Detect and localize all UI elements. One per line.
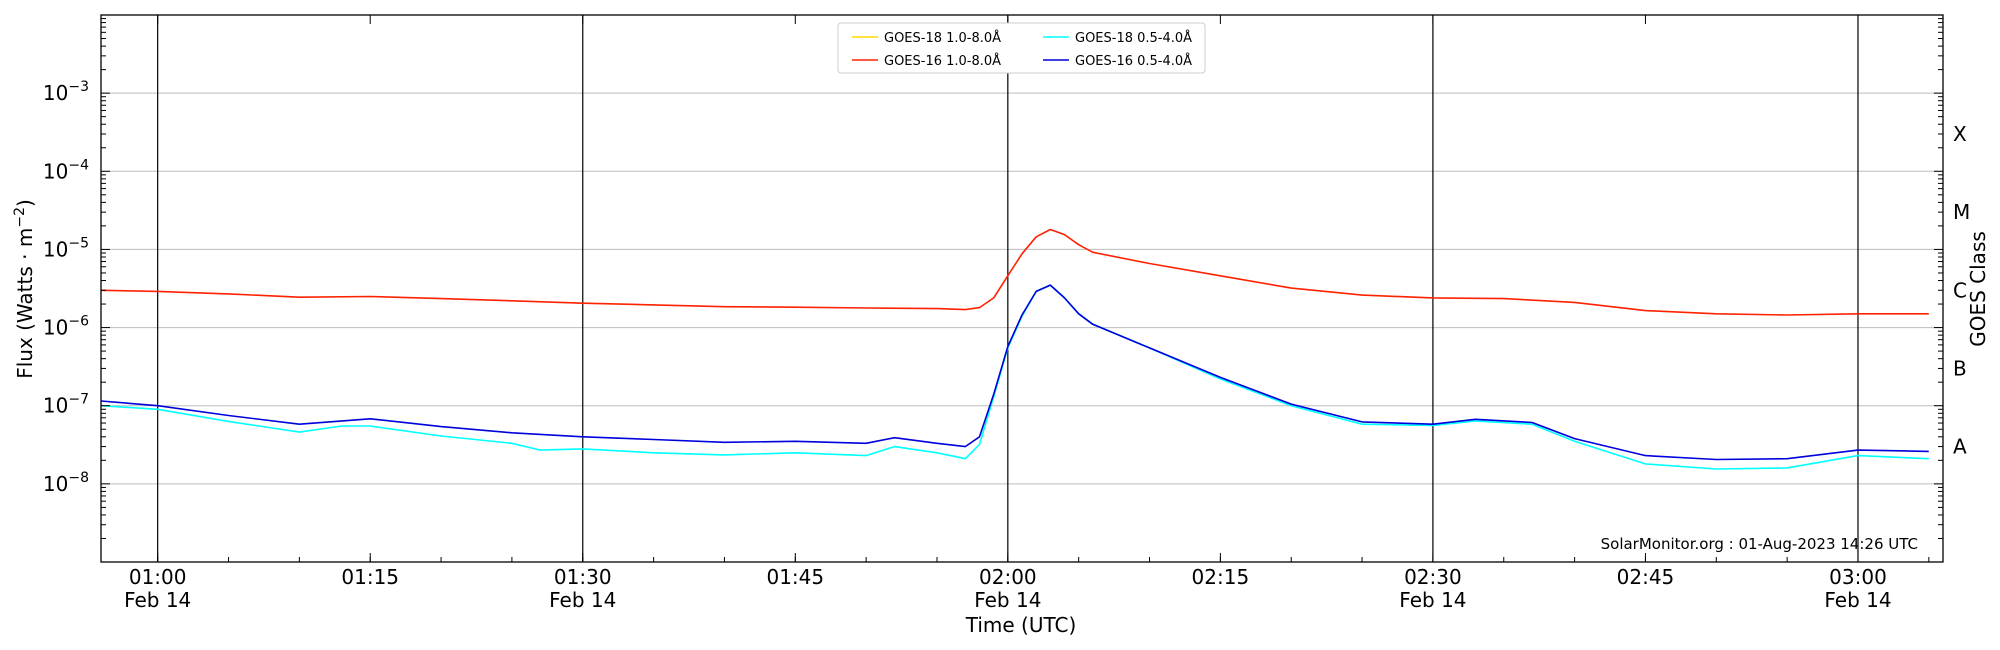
y-tick-base: 10 [43, 81, 68, 105]
y-tick-exponent: −7 [68, 392, 89, 408]
y-tick-exponent: −3 [68, 79, 89, 95]
y-tick-label: 10−5 [43, 235, 89, 261]
x-tick-label: 02:30 [1404, 565, 1462, 589]
goes-class-label: C [1953, 278, 1967, 302]
goes-class-label: M [1953, 200, 1970, 224]
x-tick-label: 02:15 [1192, 565, 1250, 589]
x-tick-label: 02:45 [1617, 565, 1675, 589]
x-axis-title: Time (UTC) [965, 613, 1077, 637]
grid-layer [101, 15, 1943, 562]
x-tick-label: 03:00 [1829, 565, 1887, 589]
legend-box [837, 22, 1206, 74]
y-tick-label: 10−7 [43, 392, 89, 418]
legend: GOES-18 1.0-8.0Å GOES-16 1.0-8.0Å GOES-18 … [837, 22, 1206, 74]
x-tick-date-label: Feb 14 [549, 588, 616, 612]
y-axis-title-end: ) [13, 199, 37, 207]
y-tick-exponent: −6 [68, 314, 89, 330]
x-tick-date-label: Feb 14 [974, 588, 1041, 612]
x-tick-date-label: Feb 14 [124, 588, 191, 612]
y-tick-exponent: −4 [68, 157, 89, 173]
y-tick-label: 10−3 [43, 79, 89, 105]
y-tick-exponent: −8 [68, 470, 89, 486]
legend-label: GOES-16 0.5-4.0Å [1075, 53, 1192, 69]
goes-class-label: A [1953, 435, 1967, 459]
x-tick-label: 01:45 [766, 565, 824, 589]
credit-text: SolarMonitor.org : 01-Aug-2023 14:26 UTC [1601, 535, 1918, 553]
y-tick-label: 10−4 [43, 157, 89, 183]
ticks-layer [101, 15, 1943, 563]
goes-class-label: X [1953, 122, 1967, 146]
y-tick-exponent: −5 [68, 235, 89, 251]
goes-class-axis-title: GOES Class [1966, 231, 1990, 347]
y-tick-base: 10 [43, 237, 68, 261]
legend-label: GOES-18 0.5-4.0Å [1075, 30, 1192, 46]
y-axis-title-exponent: −2 [12, 207, 28, 228]
x-tick-label: 01:30 [554, 565, 612, 589]
goes-class-label: B [1953, 356, 1967, 380]
series-layer [100, 228, 1929, 470]
plot-frame [100, 14, 1944, 563]
x-tick-label: 01:00 [129, 565, 187, 589]
series-line-1 [100, 228, 1929, 316]
y-tick-label: 10−8 [43, 470, 89, 496]
series-line-2 [100, 284, 1929, 470]
x-tick-date-label: Feb 14 [1824, 588, 1891, 612]
y-tick-label: 10−6 [43, 314, 89, 340]
y-axis-title: Flux (Watts · m−2) [12, 199, 37, 379]
y-tick-base: 10 [43, 316, 68, 340]
x-tick-label: 01:15 [341, 565, 399, 589]
legend-entries: GOES-18 1.0-8.0Å GOES-16 1.0-8.0Å GOES-18 … [852, 30, 1192, 69]
y-tick-base: 10 [43, 472, 68, 496]
legend-label: GOES-16 1.0-8.0Å [884, 53, 1001, 69]
legend-label: GOES-18 1.0-8.0Å [884, 30, 1001, 46]
y-tick-base: 10 [43, 394, 68, 418]
y-axis-title-base: Flux (Watts · m [13, 228, 37, 379]
x-tick-date-label: Feb 14 [1399, 588, 1466, 612]
x-tick-label: 02:00 [979, 565, 1037, 589]
y-tick-base: 10 [43, 159, 68, 183]
series-line-3 [100, 284, 1929, 461]
